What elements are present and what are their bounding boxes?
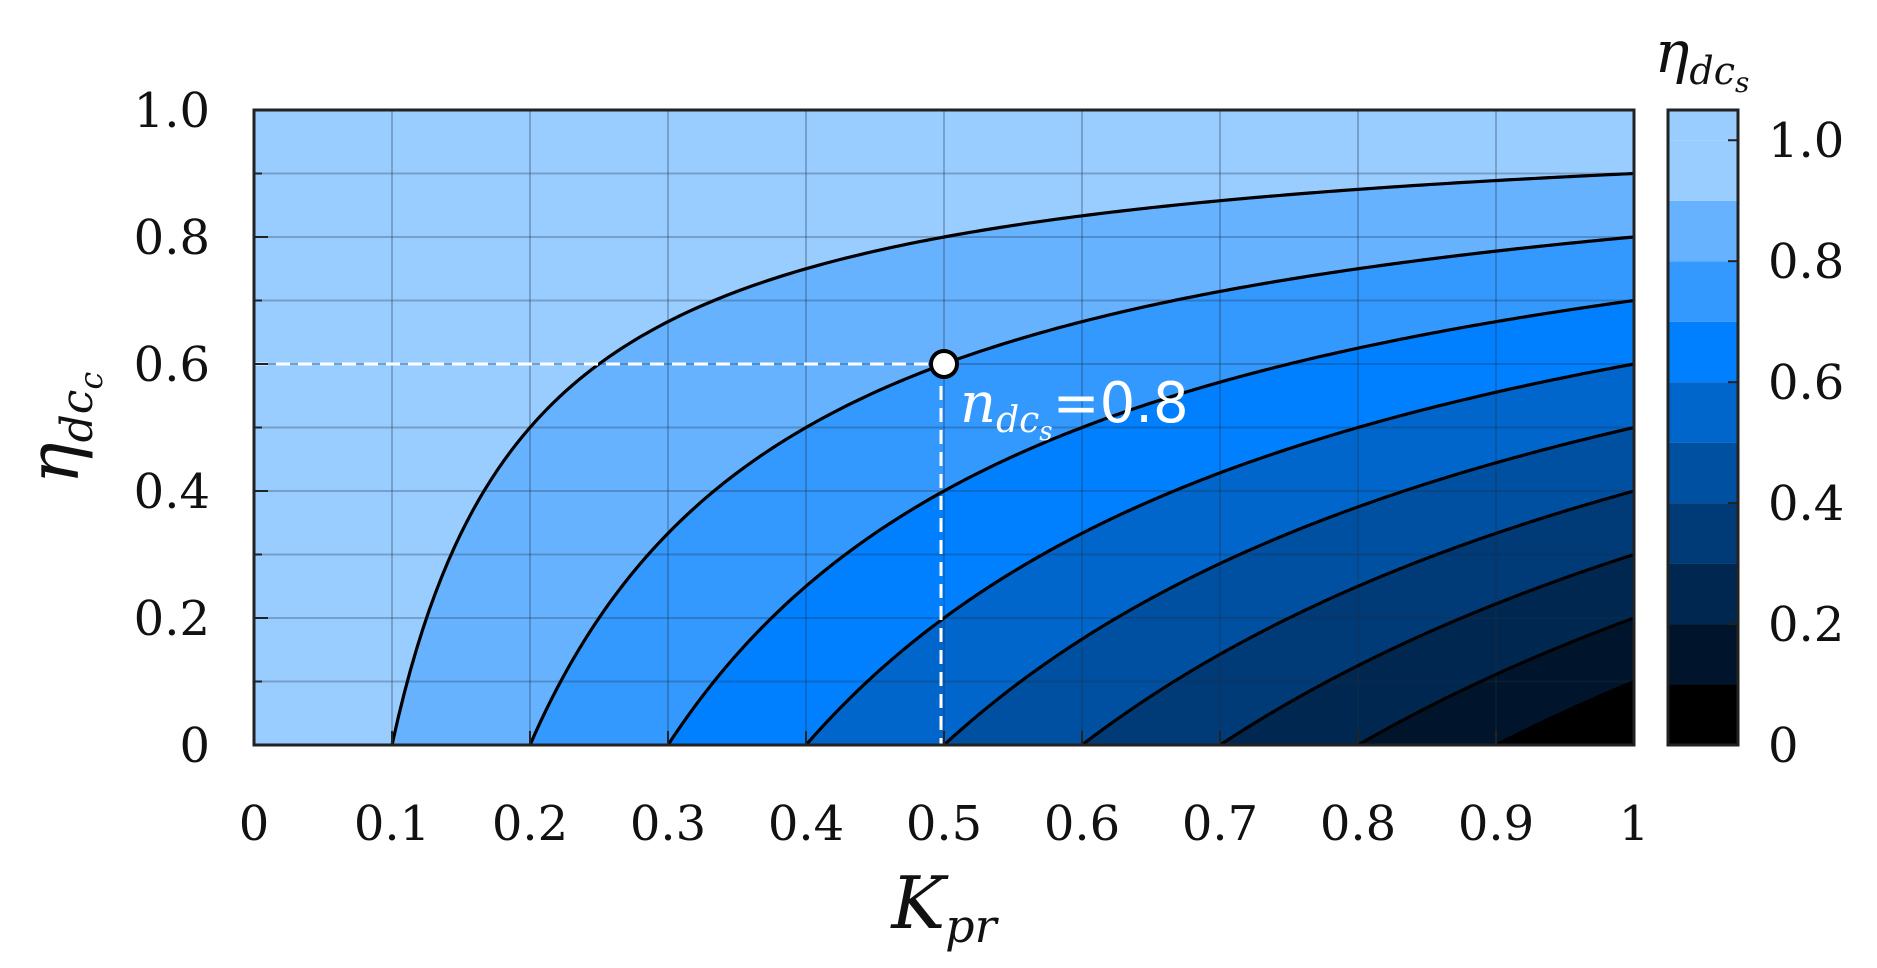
x-tick-label: 1	[1619, 796, 1650, 852]
colorbar-tick-label: 0.8	[1768, 234, 1844, 290]
colorbar-frame	[1666, 108, 1740, 747]
y-axis-ticks: 0 0.2 0.4 0.6 0.8 1.0	[134, 83, 268, 774]
x-axis-label: Kpr	[889, 861, 999, 953]
colorbar-segment	[1668, 382, 1738, 443]
x-tick-label: 0.2	[492, 796, 568, 852]
contour-lines	[390, 171, 1634, 745]
annotation-guides	[254, 362, 944, 745]
y-tick-label: 0.2	[134, 591, 210, 647]
x-tick-label: 0.7	[1182, 796, 1258, 852]
x-tick-label: 0.4	[768, 796, 844, 852]
colorbar-segment	[1668, 684, 1738, 745]
colorbar-segment	[1668, 503, 1738, 564]
x-tick-label: 0.3	[630, 796, 706, 852]
y-tick-label: 0.4	[134, 464, 210, 520]
contour-line	[942, 425, 1634, 745]
contour-line	[804, 362, 1634, 745]
x-tick-label: 0.9	[1458, 796, 1534, 852]
colorbar-segment	[1668, 110, 1738, 141]
contour-line	[1495, 680, 1634, 745]
y-tick-label: 0.6	[134, 337, 210, 393]
y-tick-label: 0	[179, 718, 210, 774]
x-tick-label: 0	[239, 796, 270, 852]
x-tick-label: 0.6	[1044, 796, 1120, 852]
annotation-marker	[929, 349, 959, 379]
annotation-label: ndcs=0.8	[960, 371, 1189, 447]
colorbar-segment	[1668, 563, 1738, 625]
contour-line	[1219, 552, 1634, 745]
colorbar-tick-label: 0.2	[1768, 597, 1844, 653]
colorbar-segment	[1668, 321, 1738, 383]
colorbar-tick-label: 0.4	[1768, 476, 1844, 532]
contour-line	[1357, 616, 1634, 745]
y-tick-label: 1.0	[134, 83, 210, 139]
annotation: ndcs=0.8	[929, 349, 1189, 447]
colorbar-tick-label: 0.6	[1768, 355, 1844, 411]
contour-line	[390, 171, 1634, 745]
colorbar-title: ηdcs	[1655, 18, 1750, 99]
colorbar-segment	[1668, 624, 1738, 685]
colorbar-segment	[1668, 140, 1738, 201]
x-tick-label: 0.5	[906, 796, 982, 852]
y-axis-label: ηdcc	[13, 372, 110, 485]
colorbar	[1668, 110, 1738, 745]
x-axis-ticks: 0 0.1 0.2 0.3 0.4 0.5 0.6 0.7 0.8 0.9 1	[239, 731, 1650, 852]
colorbar-ticks: 0 0.2 0.4 0.6 0.8 1.0	[1728, 113, 1844, 774]
x-tick-label: 0.8	[1320, 796, 1396, 852]
colorbar-segment	[1668, 200, 1738, 262]
contour-line	[666, 298, 1634, 745]
colorbar-segment	[1668, 442, 1738, 504]
colorbar-tick-label: 0	[1768, 718, 1799, 774]
y-tick-label: 0.8	[134, 210, 210, 266]
colorbar-tick-label: 1.0	[1768, 113, 1844, 169]
contour-line	[528, 235, 1634, 745]
contour-line	[1081, 489, 1634, 745]
x-tick-label: 0.1	[354, 796, 430, 852]
colorbar-segment	[1668, 261, 1738, 322]
